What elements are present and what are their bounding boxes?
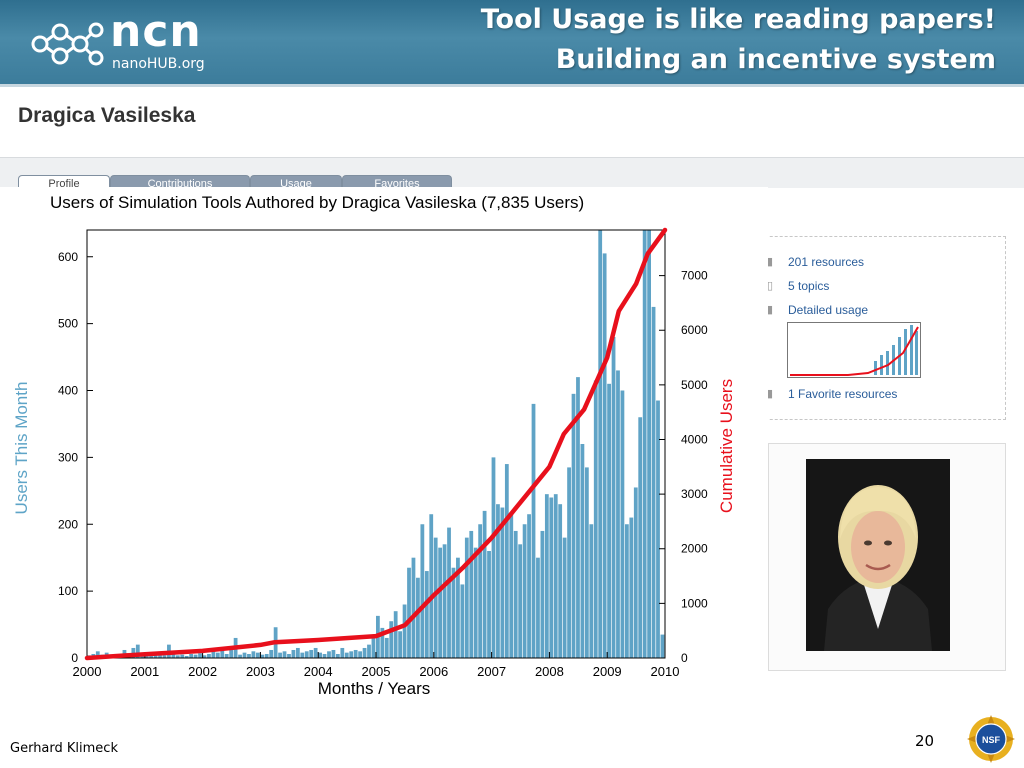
profile-photo xyxy=(806,459,950,651)
detailed-usage-link[interactable]: Detailed usage xyxy=(788,303,869,317)
svg-text:NSF: NSF xyxy=(982,735,1001,745)
resources-link[interactable]: 201 resources xyxy=(788,255,865,269)
favorites-icon: ▮ xyxy=(767,387,774,400)
ncn-logo-text: ncn xyxy=(110,6,202,57)
usage-chart-icon: ▮ xyxy=(767,303,774,316)
x-axis-label: Months / Years xyxy=(317,679,431,698)
favorite-resources-link[interactable]: 1 Favorite resources xyxy=(788,387,898,401)
resources-icon: ▮ xyxy=(767,255,774,268)
slide-title-line-2: Building an incentive system xyxy=(555,44,996,75)
chart-title: Users of Simulation Tools Authored by Dr… xyxy=(50,193,585,212)
topics-icon: ▯ xyxy=(767,279,774,292)
profile-name: Dragica Vasileska xyxy=(18,104,196,127)
footer-author: Gerhard Klimeck xyxy=(10,741,118,756)
nsf-logo-icon: NSF xyxy=(967,715,1015,763)
chart-panel xyxy=(0,187,768,705)
nanohub-molecule-icon xyxy=(31,22,104,66)
y-axis-label-left: Users This Month xyxy=(12,381,31,515)
page-number: 20 xyxy=(915,732,935,750)
nanohub-logo-text: nanoHUB.org xyxy=(112,56,205,72)
mini-usage-chart[interactable] xyxy=(787,322,921,378)
header-banner xyxy=(0,0,1024,84)
slide-title-line-1: Tool Usage is like reading papers! xyxy=(480,4,996,35)
y-axis-label-right: Cumulative Users xyxy=(717,378,736,514)
header-divider xyxy=(0,84,1024,87)
topics-link[interactable]: 5 topics xyxy=(788,279,830,293)
